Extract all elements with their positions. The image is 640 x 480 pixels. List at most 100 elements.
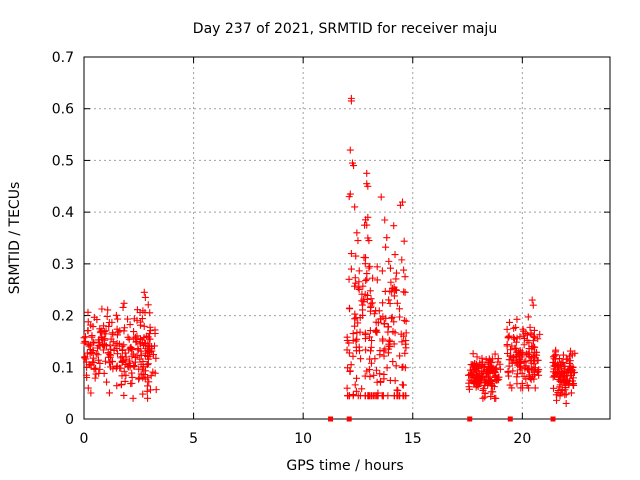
data-point — [101, 357, 109, 365]
data-point — [104, 306, 112, 314]
data-point — [131, 353, 139, 361]
data-point — [529, 352, 537, 360]
data-point — [90, 365, 98, 373]
data-point — [522, 329, 530, 337]
data-point — [343, 384, 351, 392]
data-point — [524, 365, 532, 373]
data-point — [152, 386, 160, 394]
data-point — [351, 203, 359, 211]
data-point — [355, 267, 363, 275]
data-point — [536, 330, 544, 338]
data-point — [143, 387, 151, 395]
x-tick-label: 20 — [513, 431, 531, 447]
data-point — [373, 276, 381, 284]
data-point — [345, 339, 353, 347]
data-point — [395, 305, 403, 313]
data-point — [116, 327, 124, 335]
data-point — [393, 299, 401, 307]
data-point — [353, 335, 361, 343]
data-point — [400, 237, 408, 245]
data-point — [114, 315, 122, 323]
data-point — [392, 269, 400, 277]
data-point — [467, 370, 475, 378]
data-point — [100, 322, 108, 330]
data-point — [504, 369, 512, 377]
data-point — [484, 380, 492, 388]
data-point — [137, 351, 145, 359]
data-point — [557, 369, 565, 377]
data-point — [524, 313, 532, 321]
data-point — [561, 372, 569, 380]
data-point — [119, 303, 127, 311]
data-point — [107, 335, 115, 343]
data-point — [84, 308, 92, 316]
data-point — [363, 169, 371, 177]
data-point — [513, 315, 521, 323]
data-point — [142, 332, 150, 340]
data-point — [380, 370, 388, 378]
data-point — [493, 376, 501, 384]
data-point — [400, 316, 408, 324]
data-point — [106, 341, 114, 349]
data-point — [113, 345, 121, 353]
data-point — [528, 296, 536, 304]
data-point — [393, 392, 401, 400]
data-point — [388, 288, 396, 296]
data-point — [384, 349, 392, 357]
data-point — [517, 384, 525, 392]
data-point — [398, 338, 406, 346]
data-point — [146, 352, 154, 360]
data-point — [525, 349, 533, 357]
data-point — [102, 327, 110, 335]
data-point — [372, 366, 380, 374]
data-point — [113, 331, 121, 339]
data-point — [504, 334, 512, 342]
data-point — [398, 363, 406, 371]
data-point — [562, 390, 570, 398]
grid — [84, 57, 610, 419]
data-point — [151, 330, 159, 338]
data-point — [378, 267, 386, 275]
data-point — [136, 335, 144, 343]
data-point — [355, 278, 363, 286]
data-point — [353, 329, 361, 337]
data-point — [358, 385, 366, 393]
data-point — [117, 381, 125, 389]
data-point — [381, 216, 389, 224]
data-point — [386, 299, 394, 307]
data-point — [386, 264, 394, 272]
y-tick-label: 0.7 — [52, 50, 74, 66]
x-tick-label: 10 — [294, 431, 312, 447]
data-point — [376, 370, 384, 378]
data-point — [510, 353, 518, 361]
data-point — [81, 353, 89, 361]
data-point — [530, 368, 538, 376]
data-point — [402, 392, 410, 400]
data-point — [113, 382, 121, 390]
data-point — [534, 335, 542, 343]
data-point — [120, 367, 128, 375]
data-point — [86, 341, 94, 349]
data-point — [379, 392, 387, 400]
data-point — [505, 362, 513, 370]
data-point — [81, 337, 89, 345]
data-point — [559, 351, 567, 359]
data-point — [515, 362, 523, 370]
data-point — [354, 319, 362, 327]
data-point — [471, 373, 479, 381]
data-point — [80, 339, 88, 347]
y-tick-label: 0.4 — [52, 205, 74, 221]
chart-title: Day 237 of 2021, SRMTID for receiver maj… — [193, 21, 497, 37]
data-point — [144, 301, 152, 309]
data-point — [366, 262, 374, 270]
data-point — [550, 384, 558, 392]
zero-point — [328, 416, 334, 422]
data-point — [361, 392, 369, 400]
data-point — [396, 313, 404, 321]
data-point — [128, 379, 136, 387]
data-point — [508, 384, 516, 392]
data-point — [83, 373, 91, 381]
data-point — [488, 382, 496, 390]
data-point — [551, 369, 559, 377]
data-point — [508, 342, 516, 350]
